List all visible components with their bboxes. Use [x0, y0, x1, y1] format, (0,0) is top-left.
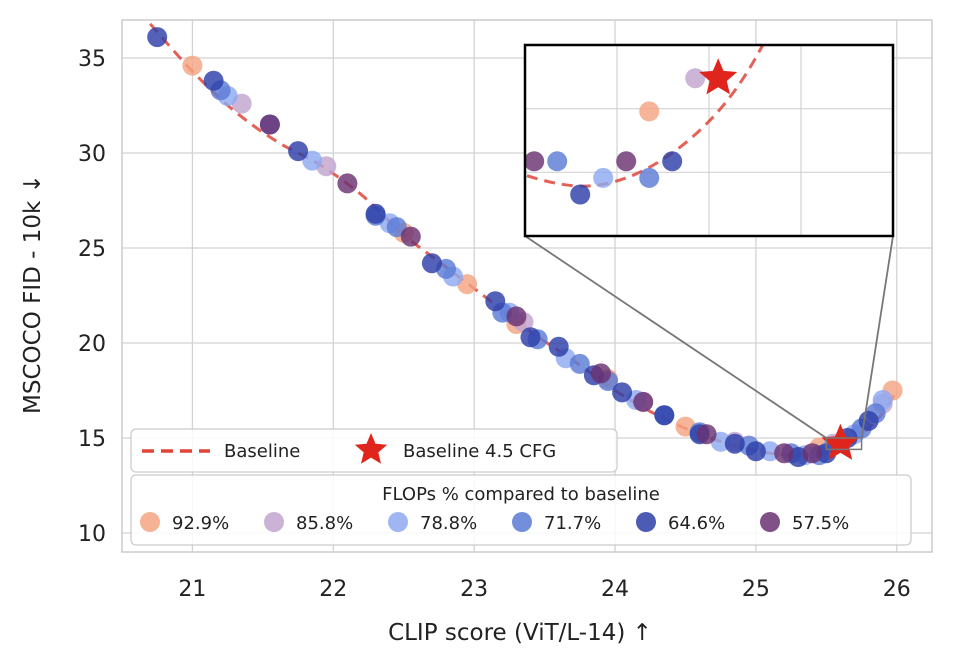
inset-point-series-4	[363, 68, 383, 88]
inset-point-series-3	[639, 167, 660, 188]
y-tick-label: 20	[78, 332, 106, 357]
inset-point-series-4	[731, 18, 751, 38]
point-series-4	[365, 203, 386, 224]
inset-point-series-1	[363, 52, 383, 72]
x-axis-label: CLIP score (ViT/L-14) ↑	[388, 620, 652, 646]
x-tick-label: 26	[883, 577, 911, 602]
point-series-5	[259, 114, 280, 135]
point-series-4	[745, 441, 766, 462]
scatter-points	[147, 27, 903, 467]
point-series-4	[858, 410, 879, 431]
inset-frame	[523, 43, 895, 238]
inset-point-series-1	[685, 68, 706, 89]
point-series-4	[147, 27, 168, 48]
inset-point-series-4	[432, 135, 452, 155]
inset-cfg-star	[699, 58, 738, 95]
y-tick-label: 25	[78, 237, 106, 262]
inset-point-series-2	[317, 52, 337, 72]
x-tick-label: 23	[460, 577, 488, 602]
legend-flops-label-0: 92.9%	[172, 513, 229, 534]
legend-flops-marker-1	[264, 512, 284, 532]
legend-flops-marker-0	[140, 512, 160, 532]
inset-point-series-4	[570, 184, 591, 205]
legend-flops-label-2: 78.8%	[420, 513, 477, 534]
inset-connector-right	[860, 235, 894, 439]
point-series-4	[421, 253, 442, 274]
point-series-4	[520, 327, 541, 348]
point-series-4	[612, 382, 633, 403]
point-series-5	[506, 306, 527, 327]
inset-point-series-3	[409, 85, 429, 105]
legend-star-icon	[354, 433, 388, 464]
baseline-cfg-star-layer	[821, 423, 860, 460]
legend-flops-label-1: 85.8%	[296, 513, 353, 534]
point-series-5	[400, 226, 421, 247]
inset-connector-left	[524, 235, 827, 439]
inset-point-series-2	[593, 167, 614, 188]
legend-flops-label-4: 64.6%	[668, 513, 725, 534]
legend-baseline-label: Baseline	[224, 441, 300, 462]
inset-point-series-5	[616, 151, 637, 172]
inset-point-series-2	[754, 0, 774, 5]
legend-flops-marker-3	[512, 512, 532, 532]
point-series-4	[288, 141, 309, 162]
point-series-4	[654, 405, 675, 426]
point-series-5	[591, 363, 611, 384]
point-series-5	[696, 424, 717, 445]
point-series-5	[802, 443, 823, 464]
point-series-3	[569, 353, 590, 374]
legend-baseline: Baseline Baseline 4.5 CFG	[130, 428, 618, 473]
point-series-0	[182, 55, 203, 76]
inset-zoom	[248, 0, 895, 238]
baseline-cfg-star	[821, 423, 860, 460]
inset-point-series-5	[271, 0, 291, 5]
inset-point-series-2	[478, 135, 498, 155]
point-series-5	[774, 443, 795, 464]
legend-cfg-label: Baseline 4.5 CFG	[403, 441, 556, 462]
inset-points	[248, 0, 774, 205]
inset-point-series-4	[662, 151, 683, 172]
point-series-5	[337, 173, 358, 194]
legend-flops-marker-4	[636, 512, 656, 532]
y-tick-label: 35	[78, 47, 106, 72]
x-tick-label: 21	[178, 577, 206, 602]
point-series-3	[386, 217, 407, 238]
legend-flops-marker-5	[760, 512, 780, 532]
inset-point-series-3	[547, 151, 568, 172]
point-series-4	[203, 70, 224, 91]
point-series-4	[548, 336, 569, 357]
inset-point-series-5	[525, 151, 545, 172]
point-series-2	[302, 150, 323, 171]
legend-flops-box	[130, 474, 912, 546]
x-tick-label: 25	[742, 577, 770, 602]
point-series-5	[633, 391, 654, 412]
legend-flops-items: 92.9% 85.8% 78.8% 71.7% 64.6% 57.5%	[140, 512, 849, 534]
x-tick-label: 22	[319, 577, 347, 602]
inset-content	[248, 0, 774, 205]
ticks: 21 22 23 24 25 26 10 15 20 25 30 35	[78, 47, 911, 602]
inset-point-series-0	[639, 101, 660, 122]
inset-star	[699, 58, 738, 95]
y-axis-label: MSCOCO FID - 10k ↓	[20, 174, 46, 414]
x-tick-label: 24	[601, 577, 629, 602]
y-tick-label: 10	[78, 522, 106, 547]
legend-flops-title: FLOPs % compared to baseline	[382, 484, 660, 505]
plot-frame	[121, 19, 933, 553]
legend-flops-label-3: 71.7%	[544, 513, 601, 534]
point-series-4	[485, 291, 506, 312]
inset-connectors	[524, 235, 894, 451]
y-tick-label: 30	[78, 142, 106, 167]
point-series-4	[724, 433, 745, 454]
legend-flops: FLOPs % compared to baseline 92.9% 85.8% 7…	[130, 474, 912, 546]
y-tick-label: 15	[78, 427, 106, 452]
legend-flops-label-5: 57.5%	[792, 513, 849, 534]
legend-flops-marker-2	[388, 512, 408, 532]
inset-point-series-4	[248, 0, 268, 5]
inset-source-box	[825, 437, 863, 451]
